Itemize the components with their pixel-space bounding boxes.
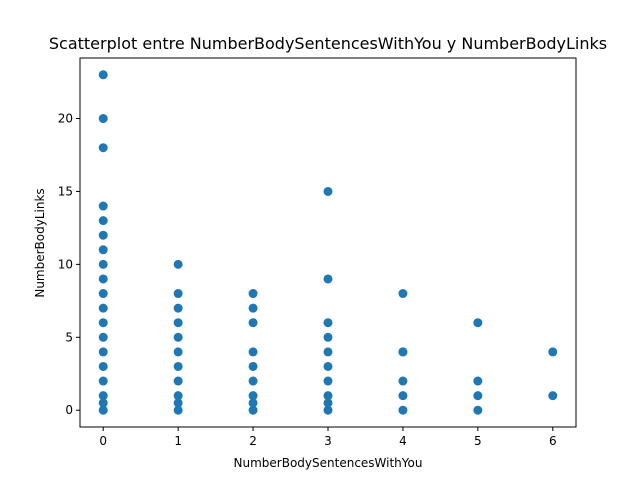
data-point [173, 318, 183, 328]
data-point [173, 259, 183, 269]
data-point [323, 274, 333, 284]
data-point [323, 398, 333, 408]
y-axis: 0 5 10 15 20 [58, 112, 80, 417]
data-point [248, 405, 258, 415]
data-point [248, 289, 258, 299]
data-point [323, 347, 333, 357]
data-point [473, 376, 483, 386]
chart-title: Scatterplot entre NumberBodySentencesWit… [49, 34, 607, 53]
data-point [323, 405, 333, 415]
data-point [98, 114, 108, 124]
data-point [473, 391, 483, 401]
data-point [98, 245, 108, 255]
data-point [248, 398, 258, 408]
data-point [473, 405, 483, 415]
data-point [323, 376, 333, 386]
x-tick-label: 3 [324, 434, 332, 448]
data-point [173, 391, 183, 401]
y-tick-label: 10 [58, 257, 73, 271]
data-point [98, 347, 108, 357]
data-point [98, 405, 108, 415]
data-point [98, 70, 108, 80]
data-point [398, 405, 408, 415]
x-tick-label: 5 [474, 434, 482, 448]
data-point [548, 347, 558, 357]
data-point [98, 274, 108, 284]
data-point [98, 376, 108, 386]
y-tick-label: 5 [65, 330, 73, 344]
data-point [248, 391, 258, 401]
data-point [98, 201, 108, 211]
data-point [248, 347, 258, 357]
data-point [98, 318, 108, 328]
data-point [323, 318, 333, 328]
data-point [98, 361, 108, 371]
data-point [248, 361, 258, 371]
points-layer [98, 70, 558, 415]
data-point [98, 216, 108, 226]
data-point [173, 361, 183, 371]
data-point [398, 376, 408, 386]
data-point [473, 318, 483, 328]
data-point [173, 332, 183, 342]
x-tick-label: 2 [249, 434, 257, 448]
data-point [98, 230, 108, 240]
data-point [248, 318, 258, 328]
data-point [98, 303, 108, 313]
data-point [173, 405, 183, 415]
data-point [323, 186, 333, 196]
y-tick-label: 0 [65, 403, 73, 417]
x-tick-label: 4 [399, 434, 407, 448]
data-point [98, 289, 108, 299]
data-point [548, 391, 558, 401]
data-point [98, 332, 108, 342]
data-point [398, 289, 408, 299]
data-point [173, 347, 183, 357]
y-axis-label: NumberBodyLinks [33, 188, 47, 297]
data-point [98, 391, 108, 401]
data-point [173, 376, 183, 386]
data-point [98, 398, 108, 408]
x-tick-label: 1 [174, 434, 182, 448]
plot-frame [79, 57, 577, 428]
data-point [173, 289, 183, 299]
data-point [98, 259, 108, 269]
data-point [398, 391, 408, 401]
x-axis-label: NumberBodySentencesWithYou [234, 456, 423, 470]
x-tick-label: 0 [99, 434, 107, 448]
data-point [398, 347, 408, 357]
data-point [248, 303, 258, 313]
data-point [323, 361, 333, 371]
data-point [248, 376, 258, 386]
data-point [173, 398, 183, 408]
data-point [173, 303, 183, 313]
x-tick-label: 6 [549, 434, 557, 448]
data-point [323, 332, 333, 342]
data-point [98, 143, 108, 153]
data-point [323, 391, 333, 401]
y-tick-label: 20 [58, 112, 73, 126]
y-tick-label: 15 [58, 184, 73, 198]
x-axis: 0 1 2 3 4 5 6 [99, 427, 557, 448]
